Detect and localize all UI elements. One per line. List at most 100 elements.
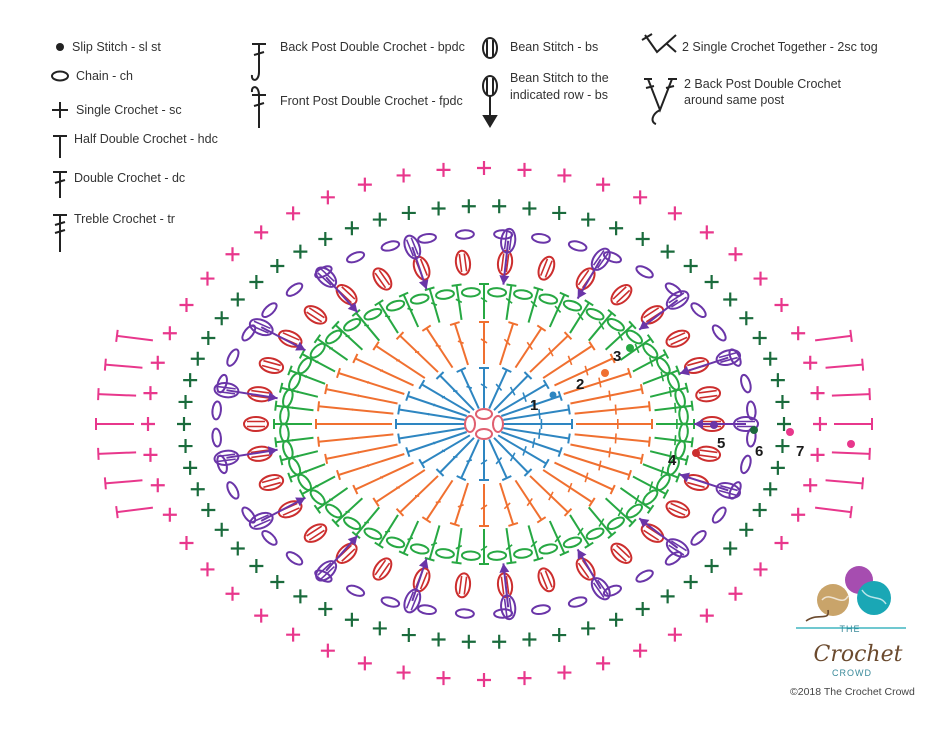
bean-stitch	[303, 523, 328, 543]
bpdc-stitch	[455, 527, 463, 563]
bpdc-stitch	[632, 475, 667, 495]
row-label-3: 3	[613, 348, 621, 365]
row-1-double-crochet	[395, 366, 573, 482]
bean-stitch	[454, 249, 472, 276]
sc-stitch	[477, 161, 491, 175]
legend-bpdc-same-post-2: around same post	[684, 93, 785, 107]
bpdc-stitch	[275, 404, 314, 412]
row-start-markers	[549, 344, 855, 457]
dc-stitch	[453, 482, 469, 525]
bpdc-stitch	[587, 506, 613, 536]
bpdc-stitch	[316, 487, 349, 511]
chain-stitch	[740, 454, 752, 475]
sc-stitch	[803, 478, 818, 493]
row-6-single-crochet	[177, 199, 791, 649]
treble-crochet-icon	[53, 214, 67, 252]
sc-stitch	[249, 275, 264, 290]
bpdc-stitch	[289, 369, 326, 385]
sc-stitch	[635, 602, 650, 617]
sc-stitch	[179, 535, 194, 550]
dc-stitch	[574, 405, 650, 415]
sc-stitch	[609, 221, 624, 236]
sc-stitch	[143, 447, 158, 462]
bpdc-stitch	[275, 436, 314, 444]
chain-stitch	[261, 302, 278, 319]
chain-stitch	[531, 232, 551, 244]
row-label-2: 2	[576, 376, 584, 393]
row-5-bean-stitches	[213, 227, 759, 621]
legend-bpdc-same-post-1: 2 Back Post Double Crochet	[684, 77, 842, 91]
sc-stitch	[230, 541, 245, 556]
copyright: ©2018 The Crochet Crowd	[790, 686, 915, 698]
sc-stitch	[201, 331, 216, 346]
bpdc-stitch	[548, 520, 566, 554]
legend-double-crochet: Double Crochet - dc	[74, 171, 185, 185]
sc-stitch	[728, 586, 743, 601]
chain-stitch	[325, 503, 343, 519]
sc-stitch	[141, 417, 155, 431]
treble-stitch	[831, 393, 870, 397]
dc-stitch	[338, 453, 405, 476]
bpdc-stitch	[316, 337, 349, 361]
back-post-double-crochet-icon	[250, 43, 266, 81]
bean-stitch	[372, 267, 393, 291]
sc-stitch	[150, 478, 165, 493]
half-double-crochet-icon	[53, 135, 67, 158]
chain-stitch	[567, 240, 588, 252]
bean-stitch	[258, 474, 285, 491]
dc-stitch	[375, 345, 426, 379]
sc-stitch	[178, 439, 193, 454]
sc-stitch	[723, 292, 738, 307]
sc-stitch	[683, 258, 698, 273]
sc-stitch	[517, 671, 532, 686]
sc-stitch	[660, 244, 675, 259]
treble-stitch	[116, 506, 154, 514]
bpdc-stitch	[649, 450, 688, 462]
chain-stitch	[585, 527, 605, 541]
bpdc-stitch	[649, 386, 688, 398]
dc-stitch	[503, 408, 570, 421]
sc-stitch	[200, 562, 215, 577]
sc-stitch	[739, 522, 754, 537]
dc-stitch	[563, 372, 630, 395]
chain-stitch	[711, 506, 727, 524]
bpdc-stitch	[548, 294, 566, 328]
chain-stitch	[562, 299, 583, 312]
sc-stitch	[774, 298, 789, 313]
bean-stitch	[258, 357, 285, 374]
chain-stitch	[363, 307, 383, 321]
dc-stitch	[493, 437, 529, 474]
chain-stitch	[513, 548, 533, 559]
chain-stitch	[325, 329, 343, 345]
chain-stitch	[226, 481, 240, 500]
dc-stitch	[318, 405, 394, 415]
bpdc-stitch	[289, 463, 326, 479]
logo-crowd: CROWD	[832, 668, 872, 678]
sc-stitch	[461, 634, 476, 649]
sc-stitch	[775, 394, 790, 409]
legend-chain: Chain - ch	[76, 69, 133, 83]
sc-stitch	[201, 502, 216, 517]
center-ring	[464, 408, 504, 440]
dc-stitch	[338, 372, 405, 395]
sc-stitch	[230, 292, 245, 307]
bpdc-stitch	[428, 288, 441, 323]
chain-stitch	[309, 489, 326, 506]
dc-stitch	[318, 433, 394, 443]
dc-stitch	[375, 469, 426, 503]
legend-treble-crochet: Treble Crochet - tr	[74, 212, 175, 226]
chain-stitch	[625, 503, 643, 519]
chain-stitch	[211, 427, 222, 448]
sc-stitch	[162, 507, 177, 522]
treble-stitch	[105, 363, 143, 369]
chain-stitch	[261, 529, 278, 546]
bpdc-stitch	[455, 285, 463, 321]
chain-stitch	[538, 543, 559, 555]
bean-stitch	[335, 284, 358, 306]
sc-stitch	[357, 656, 372, 671]
sc-stitch	[150, 355, 165, 370]
treble-stitch	[98, 393, 137, 397]
sc-stitch	[254, 608, 269, 623]
chain-stitch	[538, 293, 559, 305]
chain-stitch	[309, 342, 326, 359]
